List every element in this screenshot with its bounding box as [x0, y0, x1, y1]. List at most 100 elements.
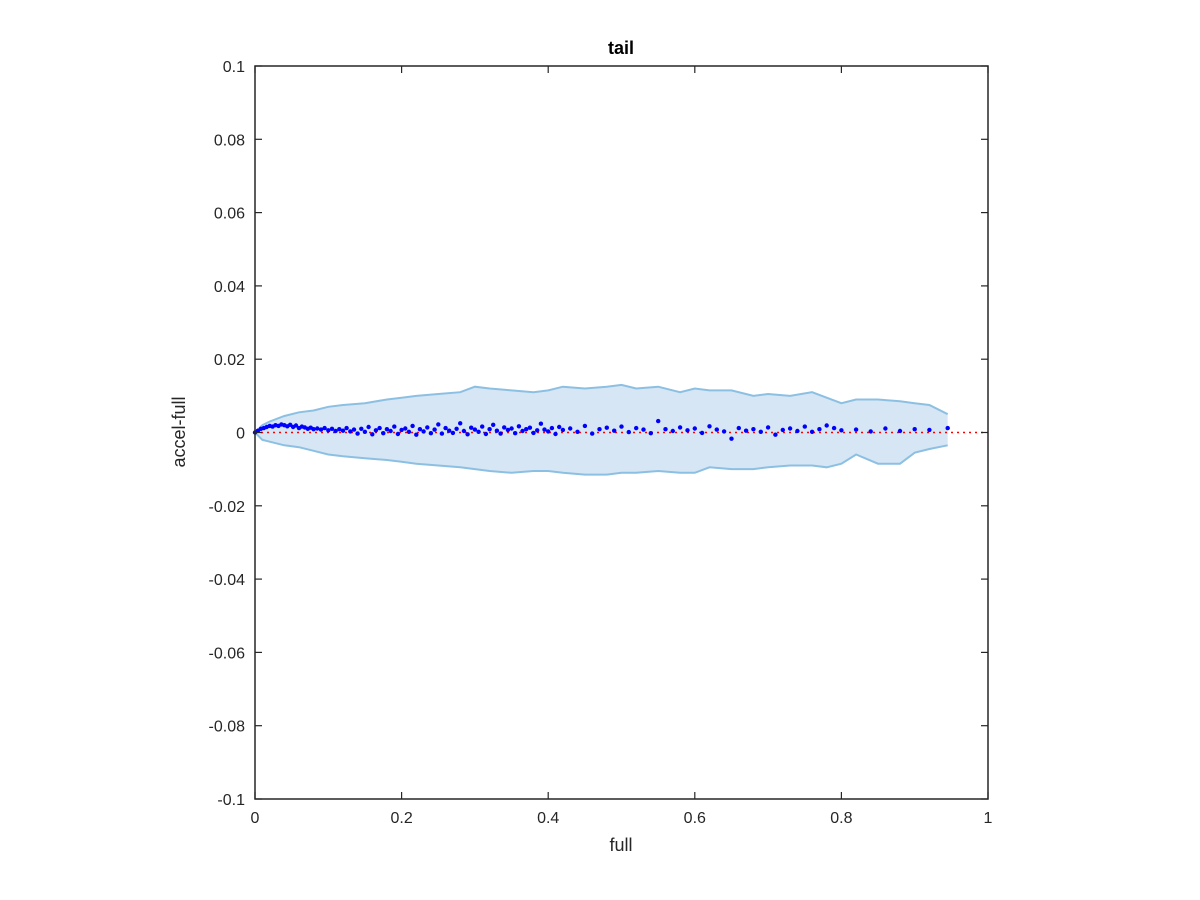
data-point: [498, 431, 503, 436]
data-point: [612, 428, 617, 433]
x-tick-label: 1: [984, 810, 993, 827]
data-point: [524, 427, 529, 432]
data-point: [403, 426, 408, 431]
data-point: [377, 425, 382, 431]
data-point: [787, 426, 793, 431]
data-point: [337, 427, 342, 432]
data-point: [535, 428, 540, 433]
data-point: [370, 432, 375, 437]
data-point: [641, 427, 646, 432]
data-point: [458, 421, 463, 426]
data-point: [373, 428, 379, 433]
data-point: [293, 423, 299, 428]
x-tick-label: 0.6: [684, 810, 706, 827]
data-point: [417, 427, 423, 432]
data-point: [853, 427, 859, 432]
data-point: [472, 427, 478, 432]
y-tick-label: -0.08: [209, 719, 246, 736]
data-point: [663, 427, 668, 432]
data-point: [549, 425, 555, 431]
data-point: [388, 428, 393, 434]
data-point: [743, 428, 749, 433]
data-point: [604, 425, 609, 430]
data-point: [465, 432, 470, 437]
data-point: [505, 427, 511, 433]
data-point: [868, 429, 873, 434]
y-tick-label: 0.02: [214, 352, 245, 369]
data-point: [443, 425, 448, 431]
data-point: [927, 427, 932, 433]
data-point: [685, 428, 690, 433]
data-point: [414, 432, 419, 437]
tick-labels-layer: 0 0.2 0.4 0.6 0.8 1 -0.1 -0.08 -0.06 -0.04 -0.02 0 0…: [209, 59, 993, 827]
data-point: [315, 426, 320, 431]
data-point: [513, 431, 518, 436]
y-tick-label: 0.08: [214, 132, 245, 149]
data-point: [707, 424, 712, 429]
data-point: [538, 421, 544, 426]
x-axis-label: full: [609, 835, 632, 855]
y-tick-label: -0.02: [209, 499, 246, 516]
x-tick-label: 0.4: [537, 810, 559, 827]
data-point: [692, 426, 697, 431]
data-point: [736, 425, 741, 431]
data-point: [487, 427, 492, 432]
y-tick-label: -0.1: [217, 792, 245, 809]
data-point: [392, 424, 397, 429]
data-point: [590, 431, 595, 436]
y-tick-label: -0.06: [209, 645, 246, 662]
data-point: [502, 425, 507, 430]
data-point: [945, 425, 950, 431]
data-point: [432, 427, 437, 432]
data-point: [729, 436, 734, 441]
data-point: [359, 426, 364, 431]
plot-frame: [254, 65, 989, 800]
data-point: [406, 429, 412, 434]
data-point: [714, 427, 719, 432]
data-point: [557, 424, 562, 430]
data-point: [648, 431, 653, 436]
data-point: [531, 430, 536, 436]
data-point: [311, 427, 316, 432]
data-point: [575, 429, 580, 434]
data-point: [436, 422, 441, 427]
data-point: [560, 427, 566, 433]
data-point: [839, 428, 844, 433]
data-point: [384, 427, 390, 432]
data-point: [721, 429, 727, 434]
data-point: [480, 424, 485, 429]
data-point: [410, 423, 415, 429]
data-point: [883, 426, 888, 431]
data-point: [802, 424, 807, 429]
data-point: [527, 425, 533, 430]
data-point: [494, 428, 500, 433]
data-point: [509, 426, 514, 431]
data-point: [428, 431, 434, 436]
y-tick-label: 0.06: [214, 206, 245, 223]
data-point: [912, 427, 917, 432]
data-point: [897, 428, 903, 434]
data-point: [469, 425, 474, 430]
data-point: [824, 423, 829, 428]
y-tick-label: 0.1: [223, 59, 245, 76]
data-point: [491, 422, 496, 427]
y-tick-label: 0.04: [214, 279, 245, 296]
data-point: [619, 424, 624, 429]
data-points-layer: [252, 418, 950, 441]
data-point: [656, 418, 661, 424]
y-axis-label: accel-full: [169, 396, 189, 467]
data-point: [461, 428, 467, 434]
data-point: [542, 427, 547, 432]
data-point: [553, 431, 558, 437]
data-point: [795, 428, 800, 434]
x-tick-label: 0: [251, 810, 260, 827]
data-point: [817, 427, 822, 432]
x-tick-label: 0.2: [390, 810, 412, 827]
data-point: [677, 425, 683, 430]
data-point: [351, 427, 357, 432]
data-point: [381, 431, 386, 436]
data-point: [670, 428, 675, 434]
data-point: [450, 430, 456, 436]
data-point: [318, 427, 324, 432]
